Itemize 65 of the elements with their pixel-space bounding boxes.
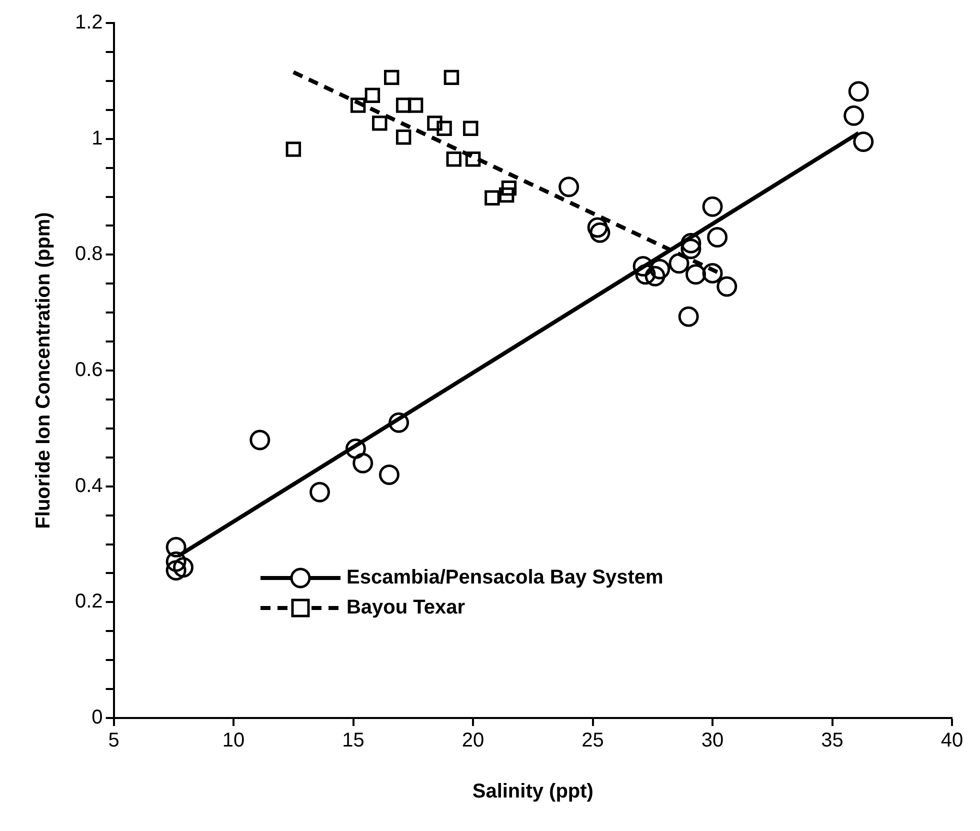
y-tick-label: 1.2	[74, 12, 103, 34]
point	[408, 98, 424, 113]
x-tick-label: 10	[222, 730, 245, 752]
point	[501, 180, 517, 196]
x-tick-label: 40	[940, 730, 964, 752]
point	[702, 196, 723, 217]
point	[364, 88, 380, 104]
point	[680, 238, 702, 260]
y-tick-label: 0.6	[74, 359, 103, 382]
point	[166, 551, 186, 572]
point	[352, 452, 374, 474]
point	[590, 222, 610, 243]
point	[680, 232, 702, 254]
point	[286, 142, 302, 157]
point	[310, 482, 330, 502]
point	[350, 98, 366, 113]
y-tick-label: 0.2	[74, 590, 103, 613]
point	[396, 98, 412, 113]
point	[378, 464, 400, 485]
point	[444, 70, 460, 86]
legend-label: Escambia/Pensacola Bay System	[346, 566, 664, 589]
point	[446, 151, 462, 167]
y-axis-title: Fluoride Ion Concentration (ppm)	[32, 212, 55, 529]
point	[853, 131, 874, 152]
point	[678, 306, 699, 327]
point	[707, 227, 728, 248]
point	[844, 105, 864, 126]
y-tick-label: 1	[92, 127, 103, 150]
point	[427, 116, 442, 131]
point	[388, 412, 410, 433]
point	[650, 258, 670, 280]
point	[250, 430, 270, 450]
point	[166, 536, 186, 558]
point	[498, 187, 514, 203]
point	[848, 81, 869, 102]
point	[484, 190, 500, 206]
point	[396, 129, 412, 145]
point	[465, 151, 481, 167]
point	[463, 120, 478, 136]
point	[702, 262, 723, 284]
x-axis-title: Salinity (ppt)	[472, 780, 594, 803]
point	[166, 560, 186, 581]
y-tick-label: 0.4	[74, 474, 103, 497]
x-tick-label: 15	[342, 730, 364, 752]
y-tick-label: 0.8	[74, 243, 103, 266]
x-tick-label: 30	[701, 730, 724, 752]
point	[716, 276, 738, 297]
x-tick-label: 35	[821, 730, 844, 752]
point	[436, 120, 452, 136]
point	[345, 438, 366, 459]
x-tick-label: 25	[582, 730, 604, 752]
point	[632, 256, 654, 276]
point	[372, 116, 388, 131]
x-tick-label: 5	[108, 730, 120, 752]
point	[644, 266, 666, 286]
point	[558, 176, 580, 198]
point	[173, 557, 194, 578]
point	[587, 217, 608, 238]
legend-label: Bayou Texar	[346, 596, 466, 619]
y-tick-label: 0	[92, 706, 103, 729]
point	[668, 253, 690, 274]
point	[384, 70, 400, 86]
x-tick-label: 20	[462, 730, 484, 752]
point	[635, 264, 656, 285]
point	[686, 264, 706, 285]
